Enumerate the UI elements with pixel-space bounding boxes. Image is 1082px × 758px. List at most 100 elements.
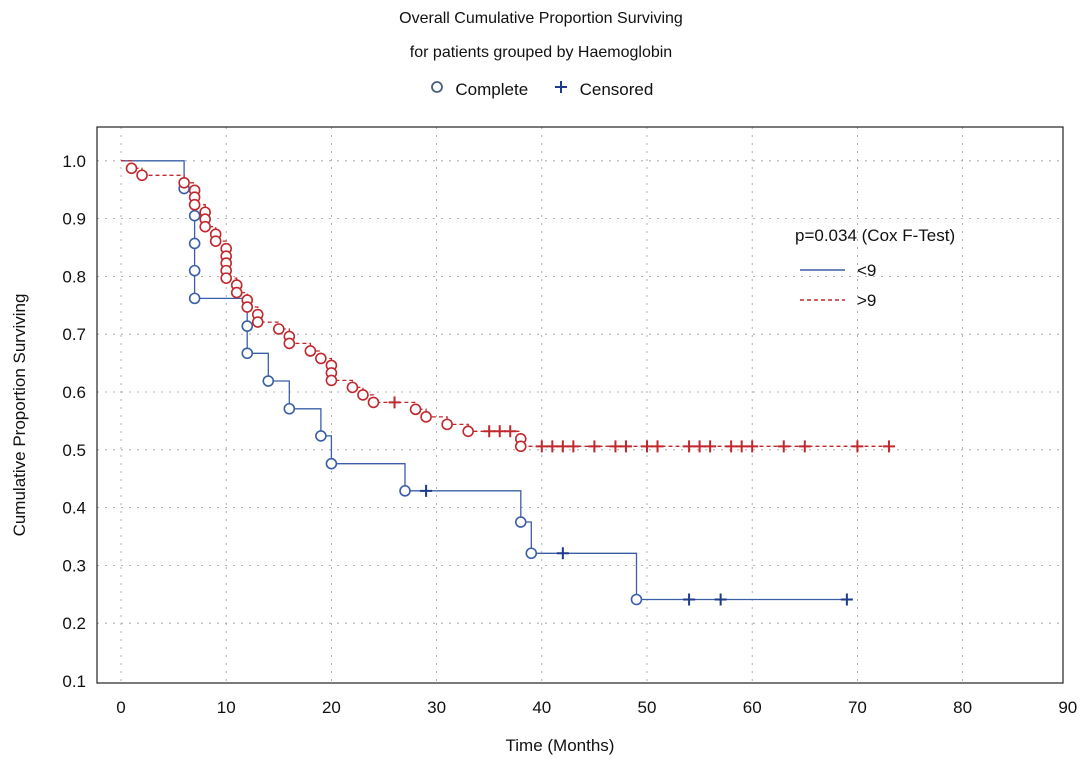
censored-marker <box>483 425 496 438</box>
y-tick-label: 0.4 <box>62 499 86 518</box>
complete-marker <box>283 337 296 350</box>
censored-marker <box>882 440 895 453</box>
series-line-lt9 <box>121 160 847 601</box>
censored-marker <box>619 440 632 453</box>
y-tick-label: 0.9 <box>62 210 86 229</box>
x-tick-label: 60 <box>743 698 762 717</box>
censored-marker <box>504 425 517 438</box>
censored-marker <box>714 593 727 606</box>
chart-title: Overall Cumulative Proportion Surviving <box>399 10 683 27</box>
complete-marker <box>514 440 527 453</box>
marker-legend: Complete Censored <box>0 79 1082 100</box>
complete-marker <box>251 316 264 328</box>
censored-marker <box>798 440 811 453</box>
complete-marker <box>199 220 211 233</box>
complete-marker <box>178 176 190 189</box>
complete-marker <box>315 430 327 442</box>
censored-marker <box>567 440 580 453</box>
censored-marker <box>777 440 790 453</box>
complete-marker <box>230 286 243 299</box>
censored-marker <box>683 593 696 606</box>
x-tick-label: 0 <box>116 698 125 717</box>
marker-legend-complete-label: Complete <box>455 79 529 99</box>
x-tick-label: 20 <box>322 698 341 717</box>
censored-marker <box>556 547 569 560</box>
censored-marker <box>704 440 717 453</box>
complete-marker <box>188 292 201 305</box>
complete-marker <box>367 396 380 409</box>
censored-marker <box>851 440 864 453</box>
complete-marker <box>315 352 327 365</box>
complete-marker <box>262 375 275 387</box>
x-tick-label: 30 <box>427 698 446 717</box>
censored-marker <box>388 396 401 409</box>
y-tick-label: 0.2 <box>62 614 86 633</box>
y-tick-label: 0.7 <box>62 325 86 344</box>
y-tick-label: 0.3 <box>62 556 86 575</box>
complete-marker <box>325 374 338 387</box>
censored-marker <box>420 484 433 497</box>
y-tick-label: 0.8 <box>62 267 86 286</box>
legend-label-lt9: <9 <box>857 261 876 280</box>
y-tick-label: 1.0 <box>62 152 86 171</box>
censored-marker <box>735 440 748 453</box>
marker-legend-censored-label: Censored <box>579 79 654 99</box>
censored-marker <box>840 593 853 606</box>
y-axis-title: Cumulative Proportion Surviving <box>10 294 29 537</box>
y-tick-label: 0.1 <box>62 672 86 691</box>
censored-marker-icon <box>553 79 569 100</box>
complete-marker <box>420 411 432 423</box>
censored-marker <box>746 440 759 453</box>
censored-marker <box>556 440 569 453</box>
censored-marker <box>693 440 706 453</box>
complete-marker <box>241 301 254 313</box>
x-tick-label: 80 <box>953 698 972 717</box>
series-legend: p=0.034 (Cox F-Test) <9 >9 <box>795 226 955 310</box>
complete-marker <box>441 418 453 431</box>
x-tick-label: 50 <box>638 698 657 717</box>
complete-marker <box>525 547 538 560</box>
censored-marker <box>651 440 664 453</box>
legend-label-gt9: >9 <box>857 291 876 310</box>
y-tick-label: 0.6 <box>62 383 86 402</box>
complete-marker <box>188 198 201 211</box>
complete-marker <box>630 593 643 606</box>
series-line-gt9 <box>121 160 889 447</box>
complete-marker <box>220 272 232 284</box>
censored-marker <box>535 440 548 453</box>
complete-marker <box>399 485 411 497</box>
censored-marker <box>725 440 738 453</box>
complete-marker <box>188 237 201 250</box>
censored-marker <box>493 425 506 438</box>
x-axis-title: Time (Months) <box>506 736 615 755</box>
complete-marker <box>188 209 201 222</box>
complete-marker <box>188 264 201 277</box>
complete-marker <box>304 345 317 357</box>
x-tick-label: 70 <box>848 698 867 717</box>
complete-marker <box>325 457 338 470</box>
complete-marker <box>346 381 359 394</box>
censored-marker <box>641 440 653 453</box>
p-value-annotation: p=0.034 (Cox F-Test) <box>795 226 955 245</box>
complete-marker <box>272 323 285 335</box>
complete-marker <box>125 162 138 175</box>
chart-subtitle: for patients grouped by Haemoglobin <box>409 44 673 61</box>
complete-marker <box>241 347 254 360</box>
censored-marker <box>546 440 559 453</box>
plot-frame <box>96 126 1064 684</box>
complete-marker <box>241 320 254 332</box>
censored-marker <box>588 440 601 453</box>
x-tick-label: 90 <box>1058 698 1077 717</box>
y-tick-label: 0.5 <box>62 441 86 460</box>
censored-marker <box>683 440 696 453</box>
complete-marker-icon <box>429 79 445 100</box>
complete-marker <box>209 235 222 247</box>
complete-marker <box>409 403 422 416</box>
x-tick-label: 10 <box>217 698 236 717</box>
complete-marker <box>136 169 148 182</box>
complete-marker <box>514 516 527 528</box>
complete-marker <box>283 402 296 415</box>
complete-marker <box>357 389 369 401</box>
